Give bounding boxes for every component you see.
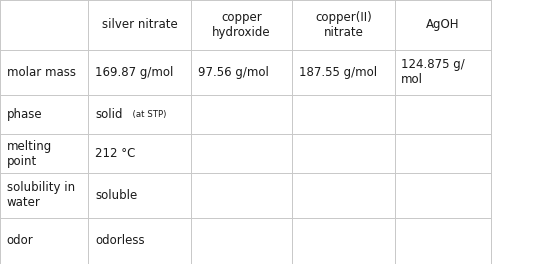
Text: phase: phase <box>7 108 42 121</box>
Text: silver nitrate: silver nitrate <box>102 18 177 31</box>
Text: solid: solid <box>95 108 122 121</box>
Text: molar mass: molar mass <box>7 66 75 79</box>
Text: solubility in
water: solubility in water <box>7 181 75 209</box>
Text: melting
point: melting point <box>7 140 52 168</box>
Text: 169.87 g/mol: 169.87 g/mol <box>95 66 174 79</box>
Text: 212 °C: 212 °C <box>95 147 135 160</box>
Text: 124.875 g/
mol: 124.875 g/ mol <box>401 58 465 86</box>
Text: copper
hydroxide: copper hydroxide <box>212 11 271 39</box>
Text: 97.56 g/mol: 97.56 g/mol <box>198 66 269 79</box>
Text: copper(II)
nitrate: copper(II) nitrate <box>315 11 372 39</box>
Text: 187.55 g/mol: 187.55 g/mol <box>299 66 377 79</box>
Text: odor: odor <box>7 234 33 247</box>
Text: AgOH: AgOH <box>426 18 460 31</box>
Text: odorless: odorless <box>95 234 145 247</box>
Text: (at STP): (at STP) <box>127 110 166 119</box>
Text: soluble: soluble <box>95 189 137 202</box>
